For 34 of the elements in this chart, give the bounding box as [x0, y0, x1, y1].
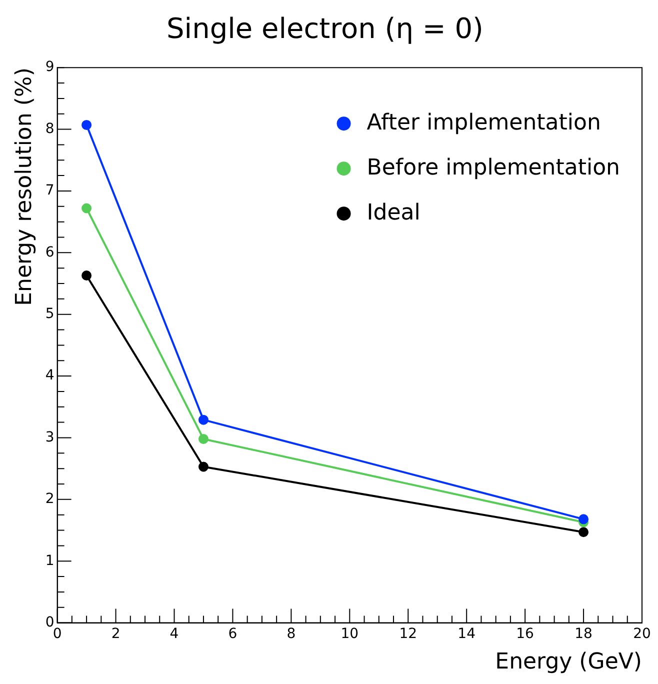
point — [82, 120, 92, 130]
y-tick-label: 8 — [45, 120, 54, 137]
point — [198, 462, 208, 472]
chart-title: Single electron (η = 0) — [166, 12, 484, 46]
point — [82, 203, 92, 214]
y-tick-label: 1 — [45, 552, 54, 569]
x-tick-label: 4 — [170, 626, 179, 642]
y-tick-label: 2 — [45, 491, 54, 508]
point — [578, 527, 589, 538]
x-tick-label: 20 — [633, 626, 651, 642]
x-tick-label: 14 — [458, 626, 476, 642]
legend-label: Ideal — [366, 200, 420, 226]
x-tick-label: 2 — [111, 626, 120, 642]
x-tick-label: 6 — [228, 626, 238, 642]
y-tick-label: 6 — [45, 244, 54, 260]
point — [198, 414, 208, 425]
x-tick-label: 12 — [399, 626, 418, 642]
y-tick-label: 5 — [45, 306, 54, 322]
y-tick-label: 0 — [45, 614, 54, 630]
legend-label: After implementation — [366, 110, 601, 136]
point — [198, 434, 208, 444]
y-axis-title: Energy resolution (%) — [12, 68, 37, 306]
y-tick-label: 3 — [45, 429, 54, 446]
x-tick-label: 16 — [516, 626, 534, 642]
x-tick-label: 10 — [340, 626, 359, 642]
y-tick-label: 9 — [45, 59, 54, 76]
x-tick-label: 18 — [574, 626, 592, 642]
x-tick-label: 8 — [286, 626, 296, 642]
y-tick-label: 4 — [45, 368, 54, 384]
x-axis-title: Energy (GeV) — [495, 650, 642, 675]
y-tick-label: 7 — [45, 182, 54, 199]
point — [82, 270, 92, 280]
legend-label: Before implementation — [366, 155, 620, 180]
point — [578, 514, 589, 524]
